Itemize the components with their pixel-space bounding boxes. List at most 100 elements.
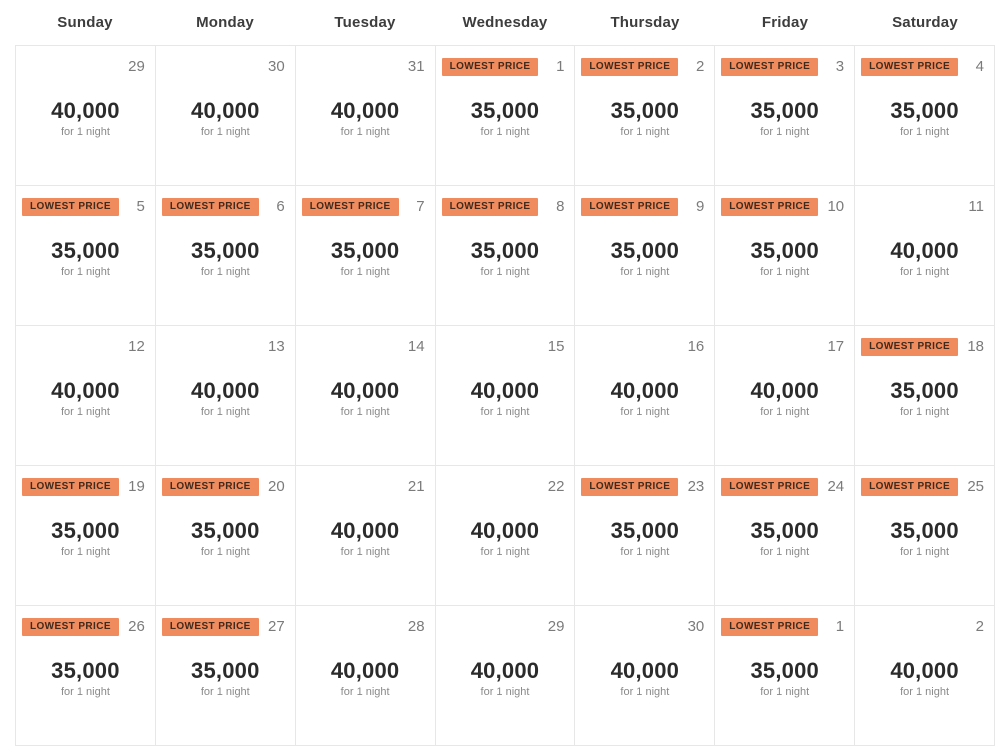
- date-number: 7: [416, 198, 425, 215]
- price-block: 35,000 for 1 night: [16, 658, 155, 699]
- date-number: 15: [547, 338, 565, 355]
- date-number: 11: [968, 198, 984, 215]
- price-value: 35,000: [750, 518, 819, 543]
- calendar-cell[interactable]: LOWEST PRICE 25 35,000 for 1 night: [855, 466, 995, 606]
- calendar-cell[interactable]: LOWEST PRICE 26 35,000 for 1 night: [16, 606, 156, 746]
- date-number: 29: [128, 58, 145, 75]
- calendar-cell[interactable]: LOWEST PRICE 20 35,000 for 1 night: [155, 466, 296, 606]
- price-block: 35,000 for 1 night: [436, 98, 575, 139]
- date-number: 23: [687, 478, 705, 495]
- lowest-price-badge: LOWEST PRICE: [721, 58, 819, 76]
- price-value: 35,000: [51, 238, 120, 263]
- calendar-cell[interactable]: LOWEST PRICE 8 35,000 for 1 night: [435, 186, 576, 326]
- price-block: 35,000 for 1 night: [855, 518, 994, 559]
- price-block: 40,000 for 1 night: [16, 378, 155, 419]
- calendar-cell[interactable]: LOWEST PRICE 24 35,000 for 1 night: [715, 466, 856, 606]
- calendar-cell[interactable]: LOWEST PRICE 23 35,000 for 1 night: [575, 466, 716, 606]
- date-number: 25: [967, 478, 984, 495]
- calendar-cell[interactable]: LOWEST PRICE 18 35,000 for 1 night: [855, 326, 995, 466]
- weekday-label: Friday: [761, 14, 809, 31]
- calendar-cell[interactable]: 16 40,000 for 1 night: [575, 326, 716, 466]
- calendar-cell[interactable]: LOWEST PRICE 5 35,000 for 1 night: [16, 186, 156, 326]
- lowest-price-badge: LOWEST PRICE: [161, 618, 259, 636]
- calendar-cell[interactable]: 2 40,000 for 1 night: [855, 606, 995, 746]
- price-block: 35,000 for 1 night: [575, 518, 714, 559]
- date-number: 2: [975, 618, 984, 635]
- calendar-cell[interactable]: 15 40,000 for 1 night: [435, 326, 576, 466]
- price-block: 40,000 for 1 night: [296, 658, 435, 699]
- date-number: 5: [136, 198, 145, 215]
- calendar-cell[interactable]: LOWEST PRICE 4 35,000 for 1 night: [855, 46, 995, 186]
- price-block: 35,000 for 1 night: [16, 518, 155, 559]
- price-block: 35,000 for 1 night: [156, 238, 295, 279]
- calendar-cell[interactable]: 22 40,000 for 1 night: [435, 466, 576, 606]
- price-unit-label: for 1 night: [200, 126, 250, 138]
- date-number: 24: [827, 478, 845, 495]
- date-number: 29: [547, 618, 565, 635]
- price-value: 35,000: [51, 658, 120, 683]
- price-block: 35,000 for 1 night: [715, 238, 854, 279]
- calendar-cell[interactable]: LOWEST PRICE 27 35,000 for 1 night: [155, 606, 296, 746]
- cell-header: LOWEST PRICE 6: [156, 186, 295, 216]
- price-block: 40,000 for 1 night: [436, 518, 575, 559]
- calendar-cell[interactable]: 17 40,000 for 1 night: [715, 326, 856, 466]
- price-unit-label: for 1 night: [900, 406, 950, 418]
- price-block: 40,000 for 1 night: [296, 98, 435, 139]
- calendar-cell[interactable]: LOWEST PRICE 7 35,000 for 1 night: [295, 186, 436, 326]
- calendar-cell[interactable]: 31 40,000 for 1 night: [295, 46, 436, 186]
- lowest-price-badge: LOWEST PRICE: [22, 478, 119, 496]
- calendar-cell[interactable]: LOWEST PRICE 9 35,000 for 1 night: [575, 186, 716, 326]
- calendar-cell[interactable]: 29 40,000 for 1 night: [16, 46, 156, 186]
- lowest-price-badge: LOWEST PRICE: [721, 618, 819, 636]
- calendar-cell[interactable]: 11 40,000 for 1 night: [855, 186, 995, 326]
- calendar-cell[interactable]: LOWEST PRICE 2 35,000 for 1 night: [575, 46, 716, 186]
- cell-header: 2: [855, 606, 994, 636]
- lowest-price-badge: LOWEST PRICE: [22, 618, 119, 636]
- price-value: 40,000: [890, 238, 959, 263]
- calendar-cell[interactable]: 30 40,000 for 1 night: [155, 46, 296, 186]
- calendar-cell[interactable]: 13 40,000 for 1 night: [155, 326, 296, 466]
- calendar-cell[interactable]: LOWEST PRICE 3 35,000 for 1 night: [715, 46, 856, 186]
- price-unit-label: for 1 night: [760, 126, 810, 138]
- calendar-cell[interactable]: 21 40,000 for 1 night: [295, 466, 436, 606]
- price-value: 35,000: [750, 238, 819, 263]
- lowest-price-badge: LOWEST PRICE: [161, 478, 259, 496]
- calendar-cell[interactable]: 29 40,000 for 1 night: [435, 606, 576, 746]
- price-unit-label: for 1 night: [480, 266, 530, 278]
- price-unit-label: for 1 night: [340, 406, 390, 418]
- calendar-cell[interactable]: 12 40,000 for 1 night: [16, 326, 156, 466]
- calendar-cell[interactable]: LOWEST PRICE 6 35,000 for 1 night: [155, 186, 296, 326]
- cell-header: 22: [436, 466, 575, 496]
- calendar-cell[interactable]: LOWEST PRICE 1 35,000 for 1 night: [435, 46, 576, 186]
- cell-header: LOWEST PRICE 1: [715, 606, 854, 636]
- calendar-cell[interactable]: 30 40,000 for 1 night: [575, 606, 716, 746]
- cell-header: 16: [575, 326, 714, 356]
- cell-header: LOWEST PRICE 19: [16, 466, 155, 496]
- price-value: 40,000: [890, 658, 959, 683]
- price-value: 35,000: [191, 238, 260, 263]
- price-value: 40,000: [330, 98, 400, 123]
- cell-header: LOWEST PRICE 7: [296, 186, 435, 216]
- price-value: 40,000: [51, 98, 120, 123]
- price-value: 40,000: [330, 518, 400, 543]
- lowest-price-badge: LOWEST PRICE: [861, 338, 959, 356]
- price-unit-label: for 1 night: [480, 406, 530, 418]
- price-block: 40,000 for 1 night: [855, 658, 994, 699]
- calendar-cell[interactable]: LOWEST PRICE 10 35,000 for 1 night: [715, 186, 856, 326]
- price-unit-label: for 1 night: [760, 686, 810, 698]
- lowest-price-badge: LOWEST PRICE: [441, 198, 539, 216]
- calendar-cell[interactable]: LOWEST PRICE 1 35,000 for 1 night: [715, 606, 856, 746]
- price-unit-label: for 1 night: [620, 126, 670, 138]
- date-number: 10: [827, 198, 845, 215]
- price-unit-label: for 1 night: [60, 126, 110, 138]
- date-number: 9: [695, 198, 705, 215]
- calendar-cell[interactable]: 14 40,000 for 1 night: [295, 326, 436, 466]
- cell-header: LOWEST PRICE 5: [16, 186, 155, 216]
- price-block: 35,000 for 1 night: [855, 378, 994, 419]
- calendar-cell[interactable]: LOWEST PRICE 19 35,000 for 1 night: [16, 466, 156, 606]
- price-unit-label: for 1 night: [760, 406, 810, 418]
- date-number: 1: [835, 618, 845, 635]
- calendar-cell[interactable]: 28 40,000 for 1 night: [295, 606, 436, 746]
- price-block: 35,000 for 1 night: [156, 658, 295, 699]
- date-number: 19: [128, 478, 145, 495]
